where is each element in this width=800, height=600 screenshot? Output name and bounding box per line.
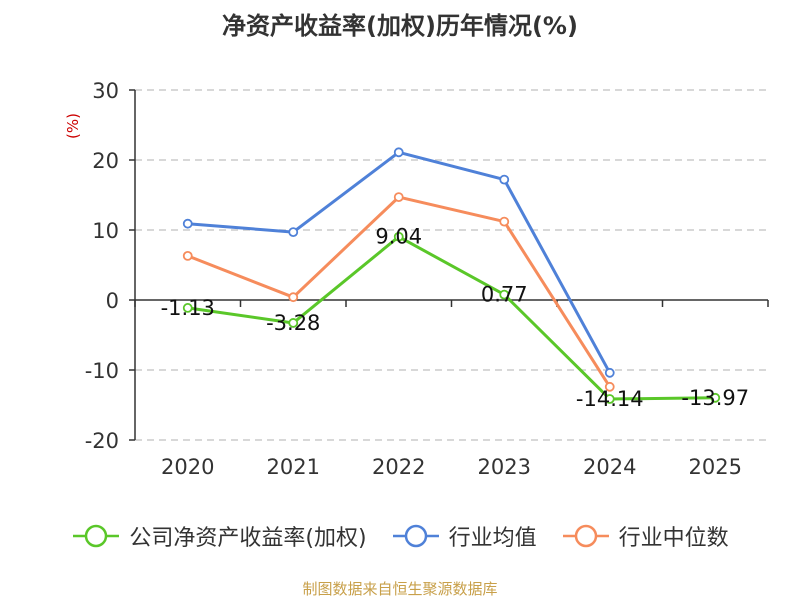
data-label: -1.13 <box>161 296 215 320</box>
x-tick-label: 2020 <box>161 455 214 479</box>
data-point <box>393 192 404 203</box>
data-point <box>710 392 721 403</box>
x-tick-label: 2024 <box>583 455 636 479</box>
legend-marker-icon <box>562 524 609 548</box>
x-tick-label: 2025 <box>689 455 742 479</box>
data-point <box>182 250 193 261</box>
legend-label: 行业中位数 <box>618 526 729 551</box>
data-points <box>182 147 721 404</box>
series-lines <box>187 150 716 401</box>
data-point <box>288 227 299 238</box>
y-tick-label: 0 <box>106 289 119 313</box>
data-label: -14.14 <box>576 387 644 411</box>
data-point <box>499 216 510 227</box>
data-label: 9.04 <box>375 225 422 249</box>
axes: 30 20 10 0 -10 -20 2020 2021 2022 2023 2024 2025 <box>85 79 769 479</box>
y-tick-label: 20 <box>92 149 119 173</box>
legend-marker-icon <box>73 524 120 548</box>
y-tick-label: 10 <box>92 219 119 243</box>
data-label: -13.97 <box>681 386 749 410</box>
source-note: 制图数据来自恒生聚源数据库 <box>302 580 498 598</box>
data-point <box>604 367 615 378</box>
legend-label: 行业均值 <box>448 526 537 551</box>
data-point <box>288 318 299 328</box>
series-line-1 <box>187 150 612 374</box>
legend-item[interactable]: 行业中位数 <box>561 520 729 552</box>
data-point <box>182 218 193 229</box>
data-point <box>393 147 404 158</box>
legend: 公司净资产收益率(加权) 行业均值 行业中位数 <box>0 520 800 552</box>
y-tick-label: -10 <box>85 359 119 383</box>
y-axis-label: (%) <box>64 113 82 139</box>
x-tick-label: 2021 <box>267 455 320 479</box>
data-point <box>182 303 193 313</box>
data-point <box>288 292 299 303</box>
data-labels: -1.13 -3.28 9.04 0.77 -14.14 -13.97 <box>161 225 750 411</box>
legend-item[interactable]: 公司净资产收益率(加权) <box>71 520 367 552</box>
y-tick-label: 30 <box>92 79 119 103</box>
data-label: 0.77 <box>481 283 528 307</box>
grid-lines <box>135 89 768 441</box>
x-tick-label: 2023 <box>478 455 531 479</box>
data-point <box>499 174 510 185</box>
data-label: -3.28 <box>266 311 320 335</box>
y-tick-label: -20 <box>85 429 119 453</box>
data-point <box>604 381 615 392</box>
legend-item[interactable]: 行业均值 <box>391 520 537 552</box>
data-point <box>604 394 615 404</box>
chart-title: 净资产收益率(加权)历年情况(%) <box>222 12 578 40</box>
x-tick-label: 2022 <box>372 455 425 479</box>
legend-label: 公司净资产收益率(加权) <box>129 526 367 551</box>
series-line-0 <box>187 235 716 401</box>
data-point <box>499 289 510 300</box>
legend-marker-icon <box>392 524 439 548</box>
data-point <box>393 231 404 242</box>
